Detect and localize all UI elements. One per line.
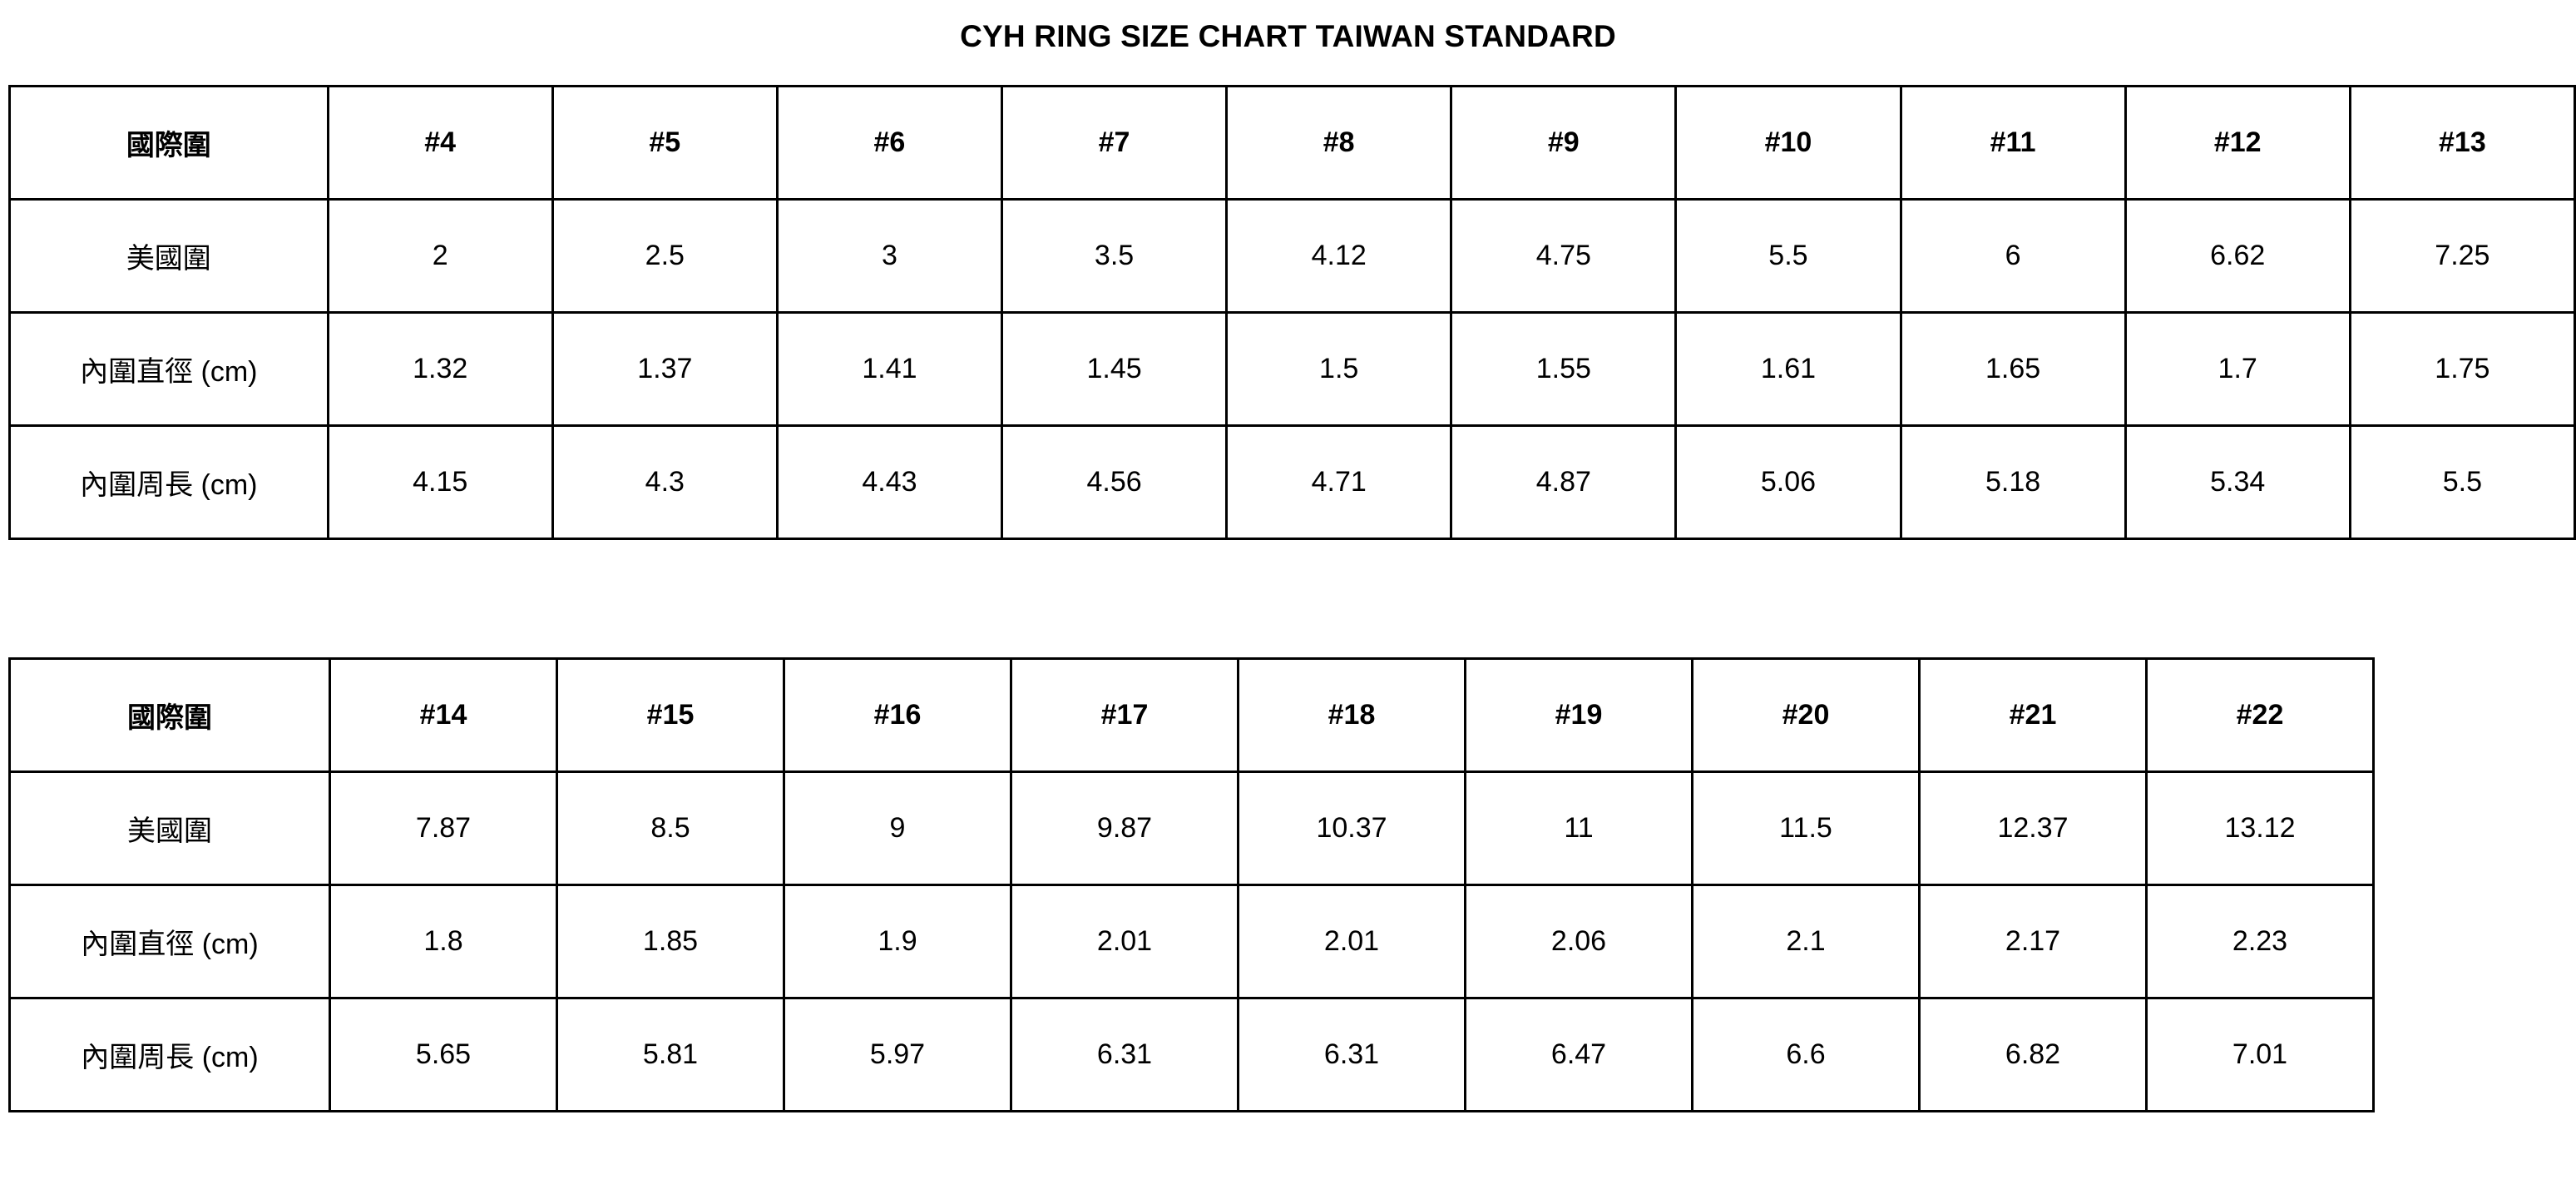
ring-size-table-sizes-14-22: 國際圍 #14 #15 #16 #17 #18 #19 #20 #21 #22 美國圍 7.87 8.5… bbox=[8, 657, 2375, 1112]
data-cell: 1.75 bbox=[2348, 311, 2576, 427]
data-cell: 4.87 bbox=[1450, 424, 1678, 540]
data-cell: 4.15 bbox=[326, 424, 554, 540]
data-cell: 2.06 bbox=[1464, 884, 1693, 999]
data-cell: 1.55 bbox=[1450, 311, 1678, 427]
data-cell: 9.87 bbox=[1010, 770, 1239, 886]
column-header-size-8: #8 bbox=[1225, 85, 1453, 201]
data-cell: 5.81 bbox=[556, 997, 785, 1112]
row-label: 內圍直徑 (cm) bbox=[8, 884, 331, 999]
table-row: 內圍直徑 (cm) 1.8 1.85 1.9 2.01 2.01 2.06 2.1 2.17 2.… bbox=[8, 884, 2375, 999]
column-header-size-22: #22 bbox=[2145, 657, 2375, 773]
page-title: CYH RING SIZE CHART TAIWAN STANDARD bbox=[960, 19, 1616, 53]
table-row: 內圍周長 (cm) 4.15 4.3 4.43 4.56 4.71 4.87 5.06 5.18… bbox=[8, 424, 2576, 540]
data-cell: 10.37 bbox=[1237, 770, 1466, 886]
column-header-size-21: #21 bbox=[1918, 657, 2148, 773]
column-header-size-12: #12 bbox=[2124, 85, 2351, 201]
data-cell: 6.6 bbox=[1691, 997, 1921, 1112]
column-header-size-17: #17 bbox=[1010, 657, 1239, 773]
table-two-body: 國際圍 #14 #15 #16 #17 #18 #19 #20 #21 #22 美國圍 7.87 8.5… bbox=[8, 657, 2375, 1112]
column-header-size-4: #4 bbox=[326, 85, 554, 201]
ring-size-table-sizes-4-13: 國際圍 #4 #5 #6 #7 #8 #9 #10 #11 #12 #13 美國圍 2 2.5 3 3.5 4.… bbox=[8, 85, 2576, 540]
data-cell: 2.1 bbox=[1691, 884, 1921, 999]
data-cell: 1.7 bbox=[2124, 311, 2351, 427]
data-cell: 3.5 bbox=[1000, 198, 1229, 314]
table-corner-label: 國際圍 bbox=[8, 657, 331, 773]
table-row: 美國圍 2 2.5 3 3.5 4.12 4.75 5.5 6 6.62 7.25 bbox=[8, 198, 2576, 314]
data-cell: 11.5 bbox=[1691, 770, 1921, 886]
data-cell: 9 bbox=[783, 770, 1012, 886]
data-cell: 2.01 bbox=[1237, 884, 1466, 999]
data-cell: 2.5 bbox=[551, 198, 779, 314]
table-row: 美國圍 7.87 8.5 9 9.87 10.37 11 11.5 12.37 13.12 bbox=[8, 770, 2375, 886]
data-cell: 4.71 bbox=[1225, 424, 1453, 540]
column-header-size-6: #6 bbox=[775, 85, 1004, 201]
column-header-size-13: #13 bbox=[2348, 85, 2576, 201]
table-header-row: 國際圍 #4 #5 #6 #7 #8 #9 #10 #11 #12 #13 bbox=[8, 85, 2576, 201]
row-label: 內圍直徑 (cm) bbox=[8, 311, 329, 427]
data-cell: 6.31 bbox=[1010, 997, 1239, 1112]
data-cell: 2 bbox=[326, 198, 554, 314]
data-cell: 6.82 bbox=[1918, 997, 2148, 1112]
data-cell: 2.01 bbox=[1010, 884, 1239, 999]
data-cell: 1.85 bbox=[556, 884, 785, 999]
data-cell: 13.12 bbox=[2145, 770, 2375, 886]
column-header-size-5: #5 bbox=[551, 85, 779, 201]
row-label: 內圍周長 (cm) bbox=[8, 997, 331, 1112]
data-cell: 4.3 bbox=[551, 424, 779, 540]
table-row: 內圍周長 (cm) 5.65 5.81 5.97 6.31 6.31 6.47 6.6 6.82… bbox=[8, 997, 2375, 1112]
column-header-size-11: #11 bbox=[1899, 85, 2127, 201]
table-row: 內圍直徑 (cm) 1.32 1.37 1.41 1.45 1.5 1.55 1.61 1.65… bbox=[8, 311, 2576, 427]
row-label: 內圍周長 (cm) bbox=[8, 424, 329, 540]
data-cell: 8.5 bbox=[556, 770, 785, 886]
data-cell: 1.45 bbox=[1000, 311, 1229, 427]
column-header-size-10: #10 bbox=[1674, 85, 1902, 201]
data-cell: 3 bbox=[775, 198, 1004, 314]
table-one-body: 國際圍 #4 #5 #6 #7 #8 #9 #10 #11 #12 #13 美國圍 2 2.5 3 3.5 4.… bbox=[8, 85, 2576, 540]
data-cell: 6.47 bbox=[1464, 997, 1693, 1112]
data-cell: 5.06 bbox=[1674, 424, 1902, 540]
data-cell: 5.34 bbox=[2124, 424, 2351, 540]
column-header-size-9: #9 bbox=[1450, 85, 1678, 201]
data-cell: 6.31 bbox=[1237, 997, 1466, 1112]
data-cell: 12.37 bbox=[1918, 770, 2148, 886]
data-cell: 1.32 bbox=[326, 311, 554, 427]
column-header-size-16: #16 bbox=[783, 657, 1012, 773]
data-cell: 7.87 bbox=[329, 770, 558, 886]
data-cell: 2.23 bbox=[2145, 884, 2375, 999]
data-cell: 5.18 bbox=[1899, 424, 2127, 540]
data-cell: 4.43 bbox=[775, 424, 1004, 540]
data-cell: 6.62 bbox=[2124, 198, 2351, 314]
data-cell: 5.65 bbox=[329, 997, 558, 1112]
column-header-size-18: #18 bbox=[1237, 657, 1466, 773]
row-label: 美國圍 bbox=[8, 198, 329, 314]
data-cell: 6 bbox=[1899, 198, 2127, 314]
data-cell: 7.01 bbox=[2145, 997, 2375, 1112]
data-cell: 5.97 bbox=[783, 997, 1012, 1112]
data-cell: 1.61 bbox=[1674, 311, 1902, 427]
data-cell: 4.56 bbox=[1000, 424, 1229, 540]
table-corner-label: 國際圍 bbox=[8, 85, 329, 201]
data-cell: 11 bbox=[1464, 770, 1693, 886]
data-cell: 1.37 bbox=[551, 311, 779, 427]
column-header-size-15: #15 bbox=[556, 657, 785, 773]
data-cell: 4.75 bbox=[1450, 198, 1678, 314]
data-cell: 4.12 bbox=[1225, 198, 1453, 314]
column-header-size-14: #14 bbox=[329, 657, 558, 773]
data-cell: 5.5 bbox=[1674, 198, 1902, 314]
data-cell: 1.65 bbox=[1899, 311, 2127, 427]
data-cell: 1.8 bbox=[329, 884, 558, 999]
data-cell: 7.25 bbox=[2348, 198, 2576, 314]
data-cell: 2.17 bbox=[1918, 884, 2148, 999]
data-cell: 1.41 bbox=[775, 311, 1004, 427]
data-cell: 5.5 bbox=[2348, 424, 2576, 540]
data-cell: 1.5 bbox=[1225, 311, 1453, 427]
column-header-size-7: #7 bbox=[1000, 85, 1229, 201]
data-cell: 1.9 bbox=[783, 884, 1012, 999]
column-header-size-20: #20 bbox=[1691, 657, 1921, 773]
table-header-row: 國際圍 #14 #15 #16 #17 #18 #19 #20 #21 #22 bbox=[8, 657, 2375, 773]
column-header-size-19: #19 bbox=[1464, 657, 1693, 773]
row-label: 美國圍 bbox=[8, 770, 331, 886]
